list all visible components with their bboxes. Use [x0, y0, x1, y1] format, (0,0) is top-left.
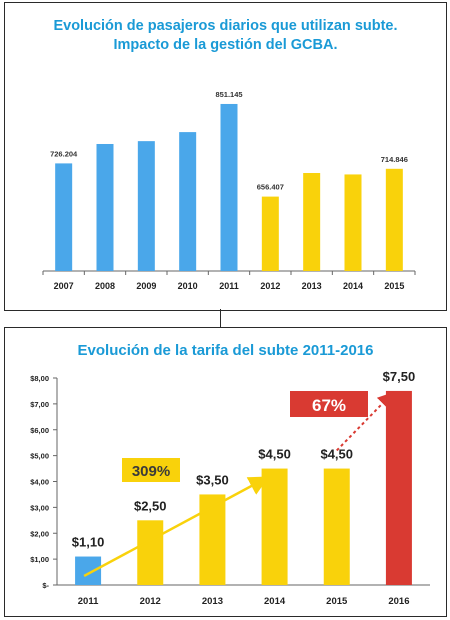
bar-2009	[137, 141, 155, 271]
x-tick-label: 2014	[343, 281, 363, 291]
y-tick-label: $4,00	[30, 478, 49, 487]
passengers-chart-subtitle: Impacto de la gestión del GCBA.	[113, 37, 338, 53]
data-label: $4,50	[258, 447, 291, 462]
increase-badge-309-text: 309%	[132, 463, 170, 480]
fare-chart-panel: Evolución de la tarifa del subte 2011-20…	[4, 327, 447, 617]
y-tick-label: $5,00	[30, 452, 49, 461]
x-tick-label: 2011	[219, 281, 239, 291]
y-tick-label: $1,00	[30, 555, 49, 564]
passengers-chart-title: Evolución de pasajeros diarios que utili…	[53, 18, 398, 34]
bar-2012	[137, 520, 164, 585]
data-label: 714.846	[381, 155, 408, 164]
data-label: $4,50	[320, 447, 353, 462]
data-label: 656.407	[257, 183, 284, 192]
increase-badge-67-text: 67%	[312, 396, 346, 415]
y-tick-label: $7,00	[30, 400, 49, 409]
increase-badge-67	[290, 391, 368, 417]
y-tick-label: $2,00	[30, 529, 49, 538]
bar-2010	[179, 132, 197, 271]
data-label: $2,50	[134, 498, 167, 513]
increase-arrow-309	[83, 476, 269, 578]
panel-divider	[220, 309, 221, 327]
x-tick-label: 2013	[302, 281, 322, 291]
x-tick-label: 2011	[78, 596, 99, 607]
bar-2015	[323, 468, 350, 585]
x-tick-label: 2010	[178, 281, 198, 291]
data-label: $3,50	[196, 472, 229, 487]
bar-2011	[220, 103, 238, 271]
bar-2014	[344, 174, 362, 271]
data-label: 851.145	[215, 90, 242, 99]
y-tick-label: $3,00	[30, 503, 49, 512]
x-tick-label: 2014	[264, 596, 286, 607]
y-tick-label: $6,00	[30, 426, 49, 435]
fare-chart: $- $1,00 $2,00 $3,00 $4,00 $5,00 $6,00 $7,00 $8,…	[30, 369, 430, 607]
bar-2014	[261, 468, 288, 585]
data-label: 726.204	[50, 149, 78, 158]
fare-chart-title: Evolución de la tarifa del subte 2011-20…	[77, 342, 374, 359]
bar-2015	[385, 168, 403, 271]
bar-2013	[199, 494, 226, 585]
x-tick-label: 2015	[326, 596, 348, 607]
x-tick-label: 2007	[54, 281, 74, 291]
y-tick-label: $-	[42, 581, 49, 590]
bar-2007	[55, 163, 73, 271]
x-tick-label: 2015	[384, 281, 404, 291]
x-tick-label: 2016	[388, 596, 409, 607]
increase-arrow-67	[336, 391, 394, 452]
bar-2012	[261, 196, 279, 271]
increase-badge-309	[122, 458, 180, 482]
bar-2008	[96, 143, 114, 271]
x-tick-label: 2012	[140, 596, 161, 607]
x-tick-label: 2012	[260, 281, 280, 291]
passengers-chart-panel: Evolución de pasajeros diarios que utili…	[4, 2, 447, 311]
bar-2016	[385, 390, 412, 585]
x-tick-label: 2008	[95, 281, 115, 291]
data-label: $7,50	[383, 369, 416, 384]
passengers-chart: 2007 726.204 2008 2009 2010 2011 851.145 2012 65…	[42, 90, 416, 291]
data-label: $1,10	[72, 535, 105, 550]
x-tick-label: 2009	[136, 281, 156, 291]
bar-2013	[303, 173, 321, 271]
y-tick-label: $8,00	[30, 374, 49, 383]
x-tick-label: 2013	[202, 596, 223, 607]
bar-2011	[75, 556, 102, 585]
